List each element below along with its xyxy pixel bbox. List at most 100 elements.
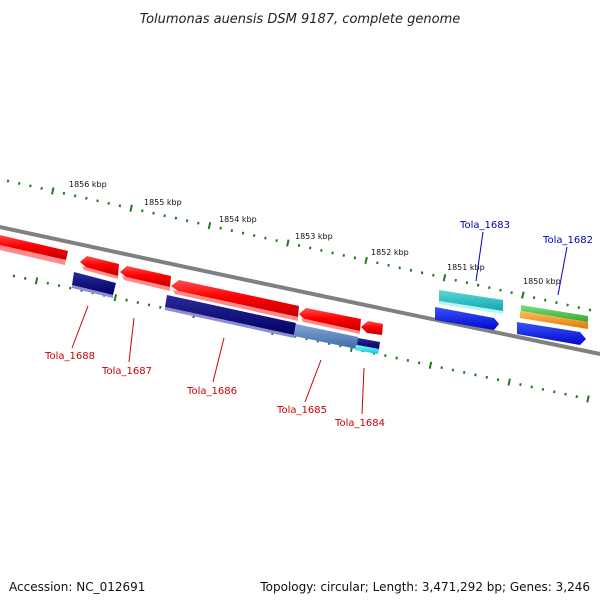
minor-tick (297, 243, 301, 248)
kbp-labels: 1856 kbp 1855 kbp 1854 kbp 1853 kbp 1852… (69, 180, 561, 286)
minor-tick (118, 204, 122, 208)
gene-label-tola-1688[interactable]: Tola_1688 (44, 351, 95, 362)
minor-tick (454, 278, 457, 282)
gene-label-tola-1684[interactable]: Tola_1684 (334, 418, 385, 429)
minor-tick (320, 248, 323, 252)
minor-tick (465, 281, 469, 285)
gene-label-tola-1686[interactable]: Tola_1686 (186, 386, 237, 397)
minor-tick (331, 251, 334, 255)
minor-tick (353, 256, 357, 260)
minor-tick (499, 288, 502, 292)
gene-label-tola-1683[interactable]: Tola_1683 (459, 220, 510, 231)
major-tick (286, 239, 290, 247)
kbp-label: 1852 kbp (371, 248, 409, 257)
minor-tick (532, 296, 536, 300)
minor-tick (488, 286, 491, 290)
major-tick (207, 221, 212, 230)
minor-tick (85, 196, 88, 200)
minor-tick (564, 392, 567, 396)
minor-tick (241, 231, 245, 235)
minor-tick (6, 179, 10, 183)
minor-tick (566, 303, 569, 307)
minor-tick (174, 216, 178, 220)
minor-tick (107, 201, 110, 205)
gene-tola-1688-feature[interactable] (0, 234, 116, 298)
major-tick (428, 361, 433, 369)
minor-tick (136, 301, 140, 305)
minor-tick (40, 186, 43, 190)
minor-tick (152, 211, 155, 215)
minor-tick (73, 194, 77, 198)
minor-tick (308, 246, 312, 250)
major-tick (34, 277, 39, 285)
major-tick (113, 294, 117, 302)
minor-tick (417, 361, 421, 365)
major-tick (129, 204, 133, 212)
gene-tola-1686-feature[interactable] (120, 266, 296, 338)
gene-tola-1683-feature[interactable] (435, 290, 503, 330)
major-tick (51, 187, 55, 195)
minor-tick (541, 387, 545, 391)
minor-tick (588, 308, 592, 312)
minor-tick (519, 383, 522, 386)
major-tick (442, 274, 447, 282)
minor-tick (496, 378, 500, 382)
gene-tola-1682-feature[interactable] (517, 305, 588, 345)
minor-tick (185, 219, 189, 223)
kbp-label: 1851 kbp (447, 263, 485, 272)
minor-tick (543, 298, 547, 302)
accession-text: Accession: NC_012691 (9, 580, 146, 594)
gene-leader-lines (71, 231, 568, 415)
minor-tick (219, 226, 222, 230)
minor-tick (46, 281, 49, 285)
topology-text: Topology: circular; Length: 3,471,292 bp… (260, 580, 590, 594)
minor-tick (398, 266, 401, 270)
minor-tick (409, 268, 413, 272)
minor-tick (159, 305, 162, 309)
minor-tick (96, 199, 99, 203)
minor-tick (575, 395, 578, 399)
kbp-label: 1855 kbp (144, 198, 182, 207)
kbp-label: 1856 kbp (69, 180, 107, 189)
minor-tick (264, 236, 267, 240)
upper-tick-track (6, 179, 592, 312)
minor-tick (17, 181, 21, 185)
kbp-label: 1854 kbp (219, 215, 257, 224)
minor-tick (376, 261, 379, 265)
gene-tola-1685-feature[interactable] (171, 280, 358, 349)
minor-tick (125, 298, 128, 302)
minor-tick (553, 390, 556, 394)
gene-label-tola-1685[interactable]: Tola_1685 (276, 405, 327, 416)
minor-tick (29, 184, 32, 188)
map-title: Tolumonas auensis DSM 9187, complete gen… (140, 12, 461, 27)
kbp-label: 1853 kbp (295, 232, 333, 241)
gene-labels: Tola_1688 Tola_1687 Tola_1686 Tola_1685 … (44, 220, 593, 429)
minor-tick (485, 375, 488, 379)
minor-tick (387, 263, 390, 267)
minor-tick (252, 234, 256, 238)
gene-tola-1684-feature[interactable] (299, 308, 383, 354)
minor-tick (474, 373, 477, 377)
minor-tick (406, 358, 410, 362)
minor-tick (510, 291, 513, 295)
minor-tick (432, 273, 435, 277)
minor-tick (69, 286, 72, 290)
major-tick (507, 378, 511, 386)
minor-tick (384, 354, 387, 358)
major-tick (521, 291, 525, 299)
major-tick (364, 256, 368, 265)
genome-backbone (0, 225, 600, 357)
gene-tola-1687-feature[interactable] (80, 256, 119, 279)
gene-label-tola-1687[interactable]: Tola_1687 (101, 366, 152, 377)
minor-tick (420, 271, 424, 275)
minor-tick (141, 209, 144, 213)
minor-tick (197, 221, 200, 225)
gene-label-tola-1682[interactable]: Tola_1682 (542, 235, 593, 246)
minor-tick (342, 253, 346, 257)
minor-tick (12, 274, 16, 278)
minor-tick (577, 306, 581, 310)
minor-tick (395, 356, 398, 360)
minor-tick (147, 303, 151, 307)
minor-tick (462, 370, 466, 374)
